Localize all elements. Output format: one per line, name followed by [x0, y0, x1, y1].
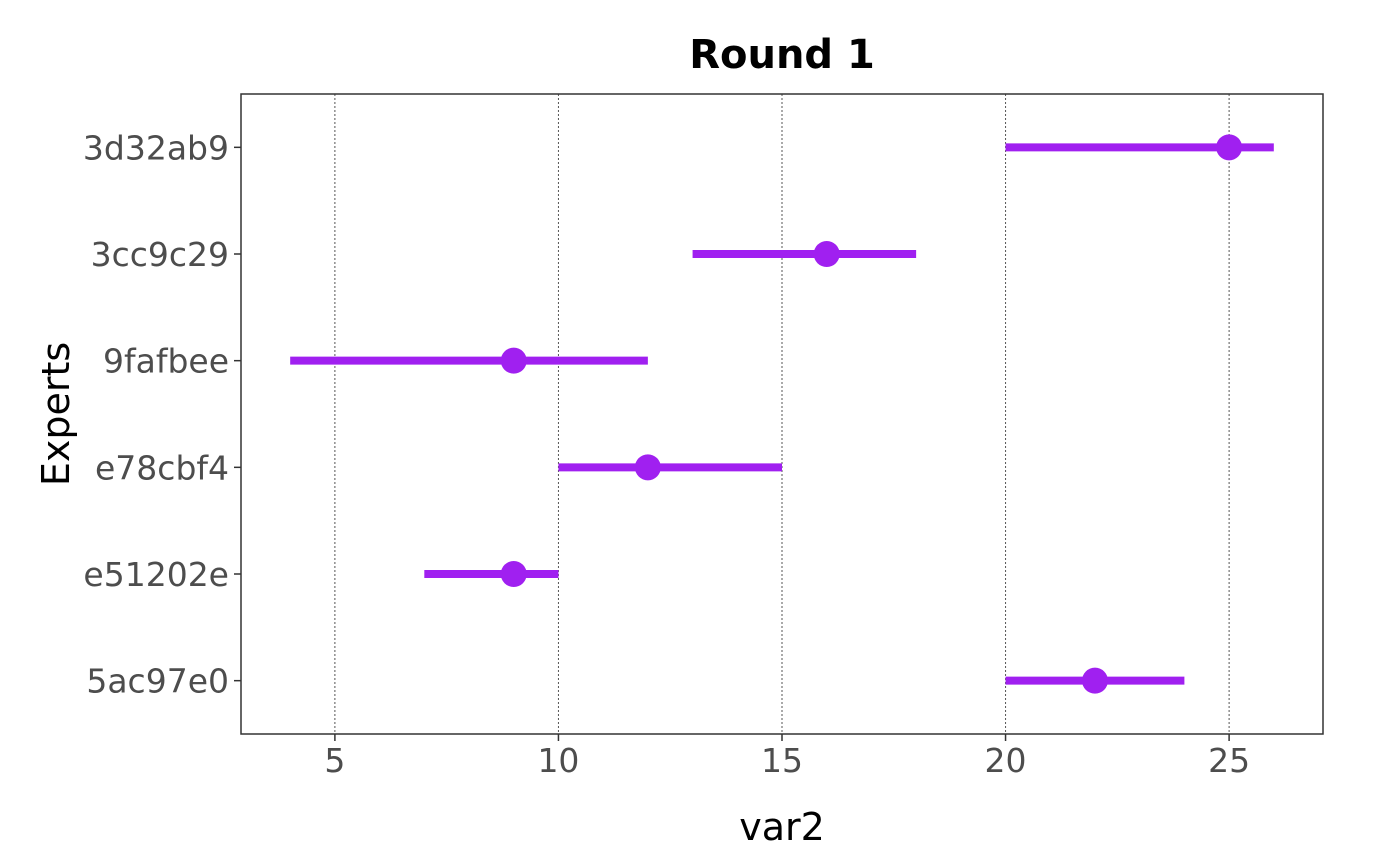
y-tick-label: 9fafbee	[103, 342, 229, 381]
x-tick-label: 10	[537, 741, 579, 780]
grid-lines	[334, 94, 1230, 734]
point-estimate	[1216, 134, 1243, 161]
x-tick-label: 25	[1208, 741, 1250, 780]
point-estimate	[500, 561, 527, 587]
point-estimate	[813, 241, 840, 267]
point-estimate	[634, 454, 661, 481]
y-axis-title: Experts	[34, 342, 78, 486]
y-tick-label: 3d32ab9	[83, 128, 229, 167]
x-axis-title: var2	[739, 805, 825, 849]
y-tick-label: 5ac97e0	[86, 662, 229, 701]
data-marks	[290, 134, 1274, 694]
y-tick-label: e51202e	[83, 555, 229, 594]
chart-title: Round 1	[689, 32, 875, 78]
axis-ticks: 5 10 15 20 25 5ac97e0 e51202e e78cbf4 9fafbee 3cc…	[83, 128, 1250, 780]
x-tick-label: 15	[761, 741, 803, 780]
y-tick-label: 3cc9c29	[91, 235, 229, 274]
point-estimate	[1081, 667, 1108, 694]
point-estimate	[500, 347, 527, 374]
x-tick-label: 5	[324, 741, 345, 780]
y-tick-label: e78cbf4	[95, 448, 229, 487]
x-tick-label: 20	[985, 741, 1027, 780]
